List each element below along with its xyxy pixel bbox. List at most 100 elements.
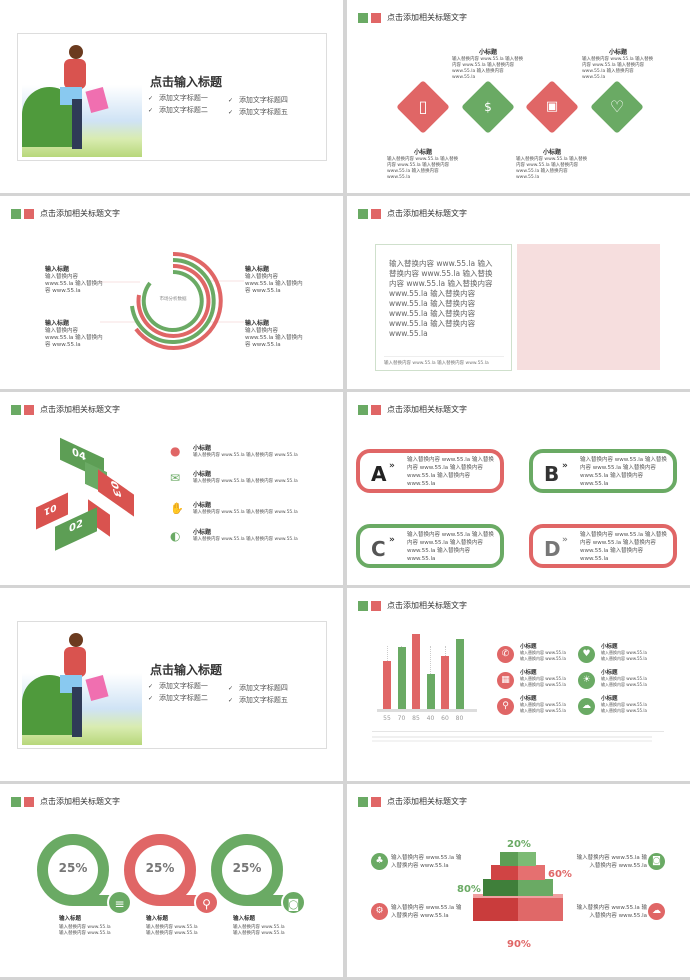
side-item: 小标题 输入替换内容 www.55.la 输入替换内容 www.55.la <box>601 644 651 661</box>
card-text: 输入替换内容 www.55.la 输入替换内容 www.55.la 输入替换内容… <box>580 532 667 562</box>
card-letter: D <box>544 537 561 561</box>
bar-label: 60 <box>441 715 449 722</box>
percent-value: 25% <box>145 861 175 875</box>
card-letter: A <box>371 462 387 486</box>
item-text: 输入替换内容 www.55.la 输入替换内容 www.55.la <box>193 510 298 515</box>
image-placeholder[interactable] <box>517 244 660 370</box>
chevron-icon: » <box>389 461 395 471</box>
bar-label: 40 <box>426 715 435 722</box>
heart-icon: ♡ <box>609 97 625 116</box>
percent-value: 25% <box>58 861 88 875</box>
slide-percent-rings[interactable]: 点击添加相关标题文字 ≡ 25% 输入标题 输入替换内容 www.55.la 输入… <box>0 784 343 977</box>
item-text: 输入替换内容 www.55.la 输入替换内容 www.55.la 输入替换内容… <box>452 57 524 80</box>
camera-icon: ◙ <box>648 853 665 870</box>
slide-textbox[interactable]: 点击添加相关标题文字 输入替换内容 www.55.la 输入替换内容 www.5… <box>347 196 690 389</box>
header-green-square <box>11 797 21 807</box>
chat-heart-icon: ♥ <box>578 646 595 663</box>
bar-label: 80 <box>455 715 464 722</box>
item-title: 输入标题 <box>245 320 270 327</box>
item-title: 小标题 <box>193 529 212 536</box>
gears-icon: ⚙ <box>371 903 388 920</box>
ring-caption: 输入标题 输入替换内容 www.55.la 输入替换内容 www.55.la <box>233 916 303 937</box>
item-title: 输入标题 <box>146 916 169 922</box>
slide-title[interactable]: 点击添加相关标题文字 <box>40 405 120 414</box>
money-icon: $ <box>484 100 492 114</box>
database-icon: ≡ <box>107 890 132 915</box>
item-title: 小标题 <box>542 149 561 156</box>
slide-cover[interactable]: 点击输入标题 添加文字标题一 添加文字标题二 添加文字标题四 添加文字标题五 <box>0 0 343 193</box>
slide-title[interactable]: 点击添加相关标题文字 <box>387 209 467 218</box>
divider <box>372 731 664 732</box>
cloud-download-icon: ☁ <box>578 698 595 715</box>
ring-text-1: 输入标题 输入替换内容 www.55.la 输入替换内容 www.55.la <box>45 266 103 295</box>
bar-label: 70 <box>397 715 406 722</box>
bullet-2: 添加文字标题二 <box>148 104 208 117</box>
pyramid-level-60 <box>491 865 545 880</box>
bar-3 <box>426 673 435 709</box>
item-title: 小标题 <box>520 644 537 650</box>
header-red-square <box>371 209 381 219</box>
header-green-square <box>358 13 368 23</box>
item-text: 输入替换内容 www.55.la 输入替换内容 www.55.la <box>193 479 298 484</box>
level-label: 60% <box>548 869 572 880</box>
cover-title[interactable]: 点击输入标题 <box>150 75 223 89</box>
item-text: 输入替换内容 www.55.la 输入替换内容 www.55.la 输入替换内容… <box>582 57 654 80</box>
slide-title[interactable]: 点击添加相关标题文字 <box>387 13 467 22</box>
header-green-square <box>358 797 368 807</box>
step-item-1: 小标题 输入替换内容 www.55.la 输入替换内容 www.55.la <box>193 445 298 459</box>
slide-title[interactable]: 点击添加相关标题文字 <box>387 405 467 414</box>
item-title: 小标题 <box>193 471 212 478</box>
card-a <box>356 449 504 493</box>
item-title: 小标题 <box>608 49 627 56</box>
shopping-woman-illustration <box>22 37 142 157</box>
step-number: 01 <box>44 500 57 517</box>
item-text: 输入替换内容 www.55.la 输入替换内容 www.55.la <box>45 274 103 294</box>
pyramid-level-80 <box>483 879 553 896</box>
item-text: 输入替换内容 www.55.la 输入替换内容 www.55.la 输入替换内容… <box>387 157 459 180</box>
slide-cover-2[interactable]: 点击输入标题 添加文字标题一 添加文字标题二 添加文字标题四 添加文字标题五 <box>0 588 343 781</box>
search-icon: ⚲ <box>194 890 219 915</box>
text-panel: 输入替换内容 www.55.la 输入替换内容 www.55.la 输入替换内容… <box>375 244 512 371</box>
bullet-2: 添加文字标题二 <box>148 692 208 705</box>
item-text: 输入替换内容 www.55.la 输入替换内容 www.55.la <box>601 702 647 713</box>
step-item-2: 小标题 输入替换内容 www.55.la 输入替换内容 www.55.la <box>193 471 298 485</box>
slide-diamonds[interactable]: 点击添加相关标题文字 ▯ $ ▣ ♡ 小标题 输入替换内容 www.55.la 输… <box>347 0 690 193</box>
item-title: 输入标题 <box>245 266 270 273</box>
item-title: 小标题 <box>601 644 618 650</box>
level-label: 90% <box>507 939 531 950</box>
pyramid-level-20 <box>500 852 536 866</box>
item-title: 输入标题 <box>233 916 256 922</box>
item-title: 小标题 <box>520 670 537 676</box>
item-title: 小标题 <box>601 670 618 676</box>
ring-text-3: 输入标题 输入替换内容 www.55.la 输入替换内容 www.55.la <box>245 266 303 295</box>
chart-baseline <box>377 709 477 712</box>
bar-2 <box>412 634 420 709</box>
item-text: 输入替换内容 www.55.la 输入替换内容 www.55.la 输入替换内容… <box>516 157 588 180</box>
slide-bar-chart[interactable]: 点击添加相关标题文字 55 70 85 40 60 80 ✆ 小标题 输入替换内容… <box>347 588 690 781</box>
text-body[interactable]: 输入替换内容 www.55.la 输入替换内容 www.55.la 输入替换内容… <box>389 259 493 338</box>
bullet-5: 添加文字标题五 <box>228 106 288 119</box>
card-letter: B <box>544 462 560 486</box>
slide-steps[interactable]: 点击添加相关标题文字 04 03 02 01 ● ✉ ✋ ◐ 小标题 输入替换内容… <box>0 392 343 585</box>
slide-title[interactable]: 点击添加相关标题文字 <box>40 797 120 806</box>
slide-pyramid[interactable]: 点击添加相关标题文字 20% 60% 80% 90% ♣ 输入替换内容 www.… <box>347 784 690 977</box>
ring-caption: 输入标题 输入替换内容 www.55.la 输入替换内容 www.55.la <box>146 916 216 937</box>
cover-title[interactable]: 点击输入标题 <box>150 663 223 677</box>
header-green-square <box>358 209 368 219</box>
text-footer: 输入替换内容 www.55.la 输入替换内容 www.55.la <box>384 356 504 366</box>
card-text: 输入替换内容 www.55.la 输入替换内容 www.55.la 输入替换内容… <box>407 532 494 562</box>
pyramid-item-text: 输入替换内容 www.55.la 输入替换内容 www.55.la <box>391 855 462 869</box>
chevron-icon: » <box>562 461 568 471</box>
header-green-square <box>358 601 368 611</box>
slide-rings[interactable]: 点击添加相关标题文字 市场分析数据 输入标题 输入替换内容 www.55.la 输… <box>0 196 343 389</box>
ring-text-4: 输入标题 输入替换内容 www.55.la 输入替换内容 www.55.la <box>245 320 303 349</box>
item-title: 小标题 <box>193 502 212 509</box>
slide-title[interactable]: 点击添加相关标题文字 <box>387 797 467 806</box>
slide-title[interactable]: 点击添加相关标题文字 <box>387 601 467 610</box>
diamond-text-3: 小标题 输入替换内容 www.55.la 输入替换内容 www.55.la 输入替… <box>516 149 588 181</box>
level-label: 20% <box>507 839 531 850</box>
item-text: 输入替换内容 www.55.la 输入替换内容 www.55.la <box>245 274 303 294</box>
slide-cards[interactable]: 点击添加相关标题文字 A » 输入替换内容 www.55.la 输入替换内容 w… <box>347 392 690 585</box>
slide-title[interactable]: 点击添加相关标题文字 <box>40 209 120 218</box>
ring-tail <box>73 895 111 906</box>
